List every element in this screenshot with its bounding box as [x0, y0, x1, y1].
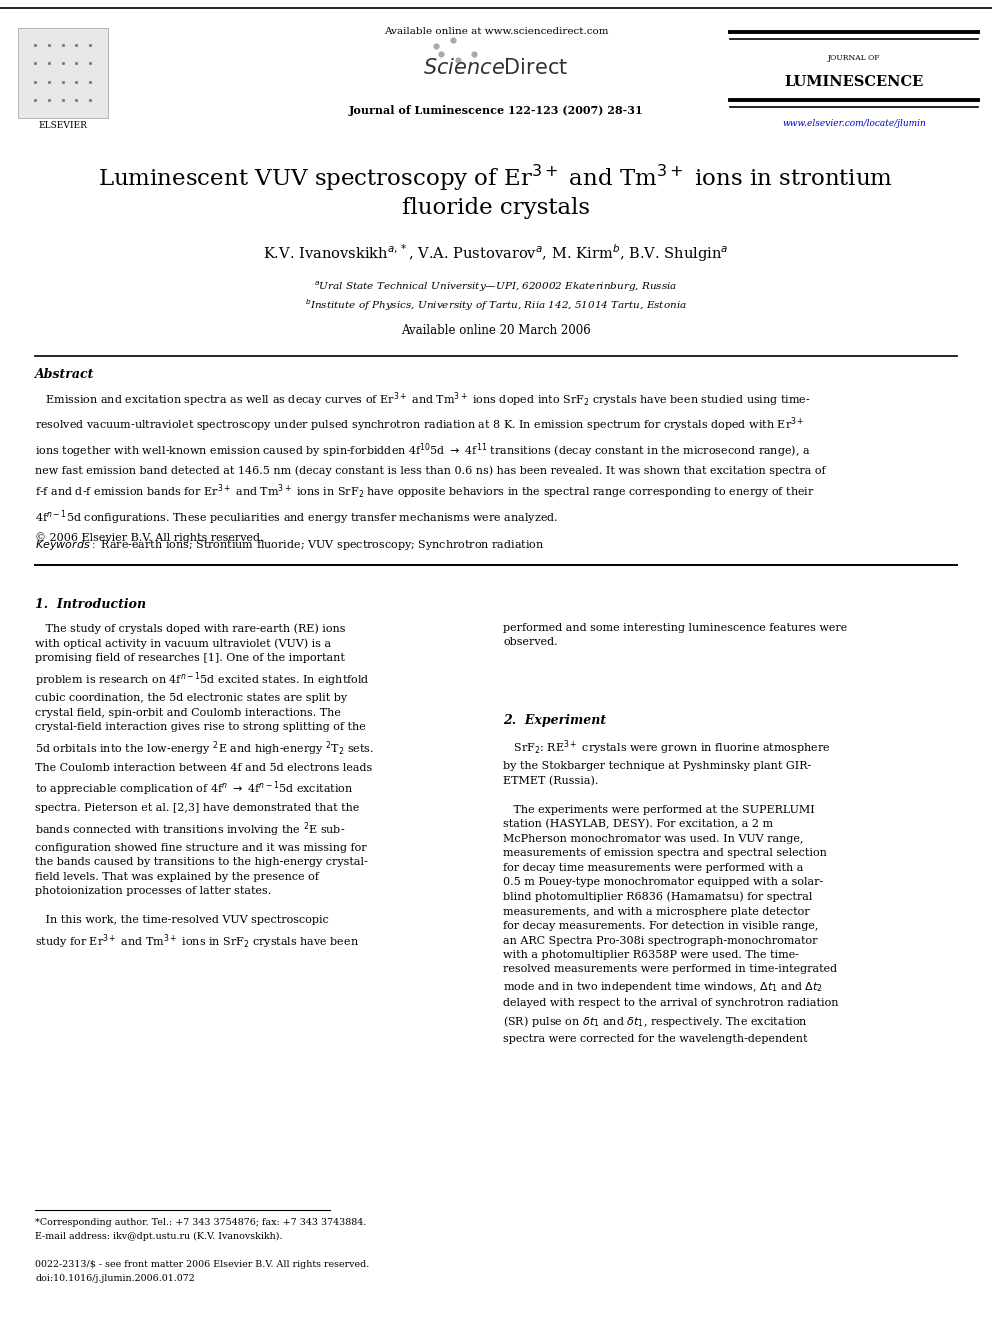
Text: SrF$_2$: RE$^{3+}$ crystals were grown in fluorine atmosphere
by the Stokbarger : SrF$_2$: RE$^{3+}$ crystals were grown i… — [503, 738, 838, 1044]
Text: Journal of Luminescence 122-123 (2007) 28-31: Journal of Luminescence 122-123 (2007) 2… — [348, 105, 644, 115]
Text: Available online at www.sciencedirect.com: Available online at www.sciencedirect.co… — [384, 28, 608, 37]
Text: 1.  Introduction: 1. Introduction — [35, 598, 146, 611]
Text: Available online 20 March 2006: Available online 20 March 2006 — [401, 324, 591, 336]
Text: $^{a}$Ural State Technical University—UPI, 620002 Ekaterinburg, Russia: $^{a}$Ural State Technical University—UP… — [314, 279, 678, 294]
Text: The study of crystals doped with rare-earth (RE) ions
with optical activity in v: The study of crystals doped with rare-ea… — [35, 623, 374, 951]
Text: ELSEVIER: ELSEVIER — [39, 120, 87, 130]
Text: $\mathit{Keywords:}$ Rare-earth ions; Strontium fluoride; VUV spectroscopy; Sync: $\mathit{Keywords:}$ Rare-earth ions; St… — [35, 538, 545, 552]
Text: *Corresponding author. Tel.: +7 343 3754876; fax: +7 343 3743884.: *Corresponding author. Tel.: +7 343 3754… — [35, 1218, 366, 1226]
Text: Emission and excitation spectra as well as decay curves of Er$^{3+}$ and Tm$^{3+: Emission and excitation spectra as well … — [35, 390, 825, 542]
FancyBboxPatch shape — [18, 28, 108, 118]
Text: $^{b}$Institute of Physics, University of Tartu, Riia 142, 51014 Tartu, Estonia: $^{b}$Institute of Physics, University o… — [306, 298, 686, 314]
Text: www.elsevier.com/locate/jlumin: www.elsevier.com/locate/jlumin — [782, 119, 926, 127]
Text: doi:10.1016/j.jlumin.2006.01.072: doi:10.1016/j.jlumin.2006.01.072 — [35, 1274, 194, 1283]
Text: E-mail address: ikv@dpt.ustu.ru (K.V. Ivanovskikh).: E-mail address: ikv@dpt.ustu.ru (K.V. Iv… — [35, 1232, 283, 1241]
Text: JOURNAL OF: JOURNAL OF — [827, 54, 880, 62]
Text: LUMINESCENCE: LUMINESCENCE — [785, 75, 924, 89]
Text: K.V. Ivanovskikh$^{a,*}$, V.A. Pustovarov$^{a}$, M. Kirm$^{b}$, B.V. Shulgin$^{a: K.V. Ivanovskikh$^{a,*}$, V.A. Pustovaro… — [263, 242, 729, 263]
Text: performed and some interesting luminescence features were
observed.: performed and some interesting luminesce… — [503, 623, 847, 647]
Text: 0022-2313/$ - see front matter 2006 Elsevier B.V. All rights reserved.: 0022-2313/$ - see front matter 2006 Else… — [35, 1259, 369, 1269]
Text: $\mathit{Science}$Direct: $\mathit{Science}$Direct — [424, 58, 568, 78]
Text: Luminescent VUV spectroscopy of Er$^{3+}$ and Tm$^{3+}$ ions in strontium: Luminescent VUV spectroscopy of Er$^{3+}… — [98, 163, 894, 193]
Text: Abstract: Abstract — [35, 368, 94, 381]
Text: fluoride crystals: fluoride crystals — [402, 197, 590, 220]
Text: 2.  Experiment: 2. Experiment — [503, 713, 606, 726]
